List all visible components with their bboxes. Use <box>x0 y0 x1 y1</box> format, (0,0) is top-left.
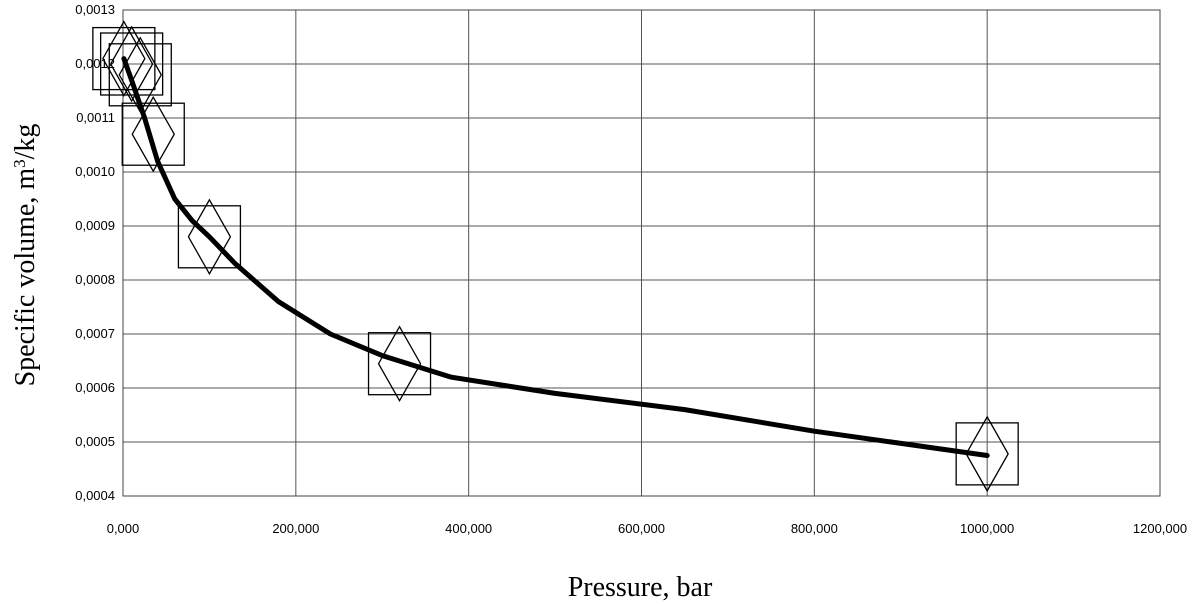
y-tick-label: 0,0009 <box>75 218 115 233</box>
square-marker <box>177 205 242 269</box>
square-marker <box>955 422 1019 486</box>
x-tick-label: 200,000 <box>272 521 319 536</box>
x-tick-label: 600,000 <box>618 521 665 536</box>
y-tick-label: 0,0007 <box>75 326 115 341</box>
y-tick-label: 0,0012 <box>75 56 115 71</box>
y-tick-label: 0,0006 <box>75 380 115 395</box>
y-tick-label: 0,0008 <box>75 272 115 287</box>
diamond-marker <box>965 415 1009 493</box>
y-axis-title-superscript: 3 <box>10 159 29 168</box>
y-tick-labels: 0,0004 0,0005 0,0006 0,0007 0,0008 0,0009 0,00… <box>75 2 115 503</box>
fitted-curve-line <box>121 56 990 458</box>
plot-frame <box>122 9 1161 497</box>
y-axis-title-main: Specific volume, m <box>10 168 41 387</box>
y-tick-label: 0,0013 <box>75 2 115 17</box>
diamond-marker <box>109 25 154 103</box>
y-tick-label: 0,0010 <box>75 164 115 179</box>
x-tick-labels: 0,000 200,000 400,000 600,000 800,000 1000,00… <box>107 521 1187 536</box>
x-tick-label: 400,000 <box>445 521 492 536</box>
series-layer <box>92 20 1019 493</box>
x-tick-label: 800,000 <box>791 521 838 536</box>
square-marker <box>121 102 185 166</box>
x-tick-label: 1200,000 <box>1133 521 1187 536</box>
square-marker <box>99 32 164 96</box>
x-tick-label: 1000,000 <box>960 521 1014 536</box>
plot-border <box>122 9 1161 497</box>
diamond-marker <box>377 325 422 403</box>
diamond-marker <box>131 95 175 173</box>
y-axis-title: Specific volume, m3/kg <box>10 124 42 387</box>
diamond-marker <box>102 20 146 97</box>
y-tick-label: 0,0004 <box>75 488 115 503</box>
x-tick-label: 0,000 <box>107 521 140 536</box>
y-axis-title-unit: /kg <box>10 124 41 160</box>
square-marker <box>367 332 432 396</box>
square-marker <box>92 26 156 91</box>
y-tick-label: 0,0005 <box>75 434 115 449</box>
y-tick-label: 0,0011 <box>76 110 115 125</box>
x-axis-title: Pressure, bar <box>568 572 713 603</box>
